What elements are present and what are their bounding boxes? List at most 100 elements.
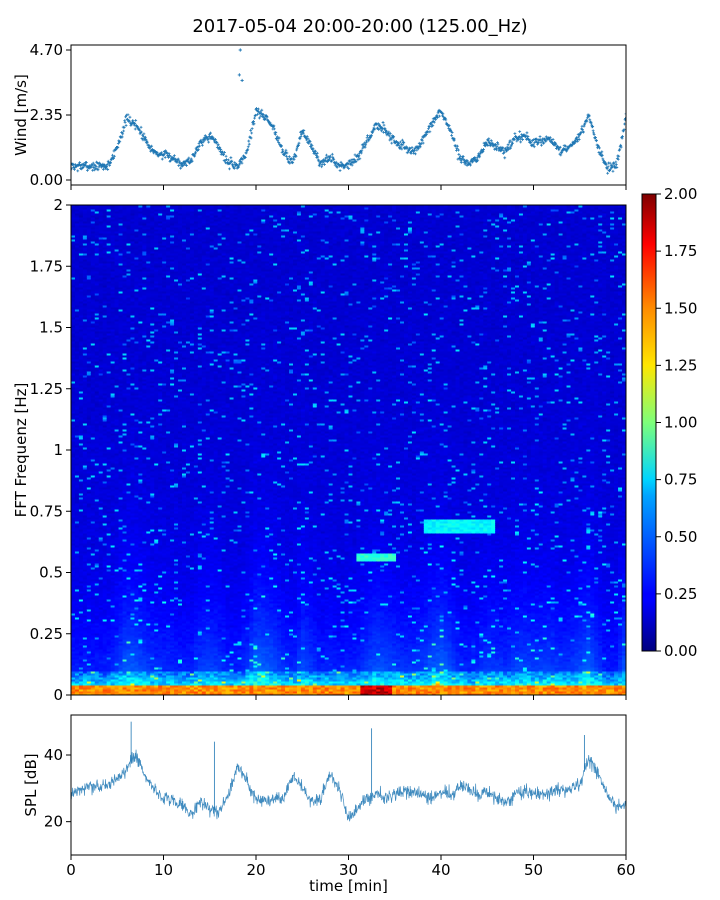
spectrogram-cell [78,389,84,392]
spectrogram-cell [98,253,104,256]
spectrogram-cell [82,223,88,226]
spectrogram-cell [90,571,96,574]
spectrogram-cell [98,591,104,594]
spectrogram-cell [74,223,80,226]
spectrogram-cell [86,521,92,524]
spectrogram-cell [74,303,80,306]
spectrogram-cell [102,575,108,578]
spectrogram-cell [90,371,96,374]
wind-point [128,115,132,119]
spectrogram-cell [102,469,108,472]
wind-point [462,160,466,164]
spectrogram-cell [90,469,96,472]
wind-point [322,158,326,162]
spectrogram-cell [78,395,84,398]
spectrogram-cell [102,355,108,358]
spectrogram-cell [82,539,88,542]
spectrogram-cell [86,385,92,388]
wind-point [498,146,501,150]
spectrogram-cell [102,283,108,286]
spectrogram-cell [86,243,92,246]
spectrogram-cell [82,247,88,250]
spectrogram-cell [90,331,96,334]
spectrogram-cell [78,335,84,338]
spectrogram-cell [98,457,104,460]
spectrogram-cell [78,629,84,632]
spectrogram-cell [86,247,92,250]
spectrogram-cell [102,493,108,496]
spectrogram-cell [90,673,96,676]
spectrogram-cell [98,595,104,598]
spectrogram-cell [71,253,76,256]
spectrogram-cell [90,347,96,350]
spectrogram-cell [98,311,104,314]
spectrogram-cell [94,555,100,558]
spectrogram-cell [86,487,92,490]
spectrogram-cell [94,247,100,250]
wind-point [486,144,490,147]
spectrogram-cell [74,357,80,360]
spectrogram-cell [86,497,92,500]
spectrogram-cell [71,273,76,276]
spectrogram-cell [102,569,108,572]
spectrogram-cell [74,421,80,424]
wind-point [429,123,433,126]
spectrogram-cell [71,595,76,598]
spectrogram-cell [82,317,88,320]
wind-point [229,156,233,160]
spectrogram-cell [78,341,84,344]
spectrogram-cell [102,319,108,322]
spectrogram-cell [74,471,80,474]
spectrogram-cell [78,639,84,642]
spectrogram-cell [90,457,96,460]
wind-point [505,145,509,149]
spectrogram-cell [94,205,100,208]
wind-point [400,138,404,142]
spectrogram-cell [74,275,80,278]
spectrogram-cell [86,421,92,424]
spectrogram-cell [82,381,88,384]
spectrogram-cell [102,589,108,592]
spectrogram-cell [82,537,88,540]
wind-point [197,141,201,145]
spectrogram-cell [74,553,80,556]
spectrogram-cell [98,287,104,290]
spectrogram-cell [90,247,96,250]
spectrogram-cell [98,655,104,658]
spectrogram-cell [94,485,100,488]
spectrogram-cell [82,409,88,412]
spectrogram-cell [102,495,108,498]
wind-point [366,134,369,137]
spectrogram-cell [74,467,80,470]
wind-point [136,125,140,129]
spectrogram-cell [82,285,88,288]
spectrogram-cell [71,501,76,504]
wind-point [118,140,122,144]
spectrogram-cell [86,213,92,216]
spectrogram-cell [86,651,92,654]
spectrogram-cell [74,595,80,598]
spectrogram-cell [82,421,88,424]
spectrogram-cell [86,619,92,622]
wind-point [101,162,105,166]
wind-point [495,145,499,149]
spectrogram-cell [98,401,104,404]
spectrogram-cell [94,455,100,458]
wind-point [444,118,448,122]
wind-point [624,112,626,116]
spectrogram-cell [71,665,76,668]
spectrogram-cell [71,365,76,368]
spectrogram-cell [90,243,96,246]
spectrogram-cell [82,291,88,294]
spectrogram-cell [78,281,84,284]
spectrogram-cell [74,245,80,248]
wind-point [201,140,205,144]
wind-point [103,164,107,167]
spectrogram-cell [98,477,104,480]
spectrogram-cell [86,377,92,380]
spectrogram-cell [86,547,92,550]
spectrogram-cell [71,675,76,678]
wind-point [186,158,190,161]
spectrogram-cell [94,321,100,324]
wind-point [181,164,185,167]
